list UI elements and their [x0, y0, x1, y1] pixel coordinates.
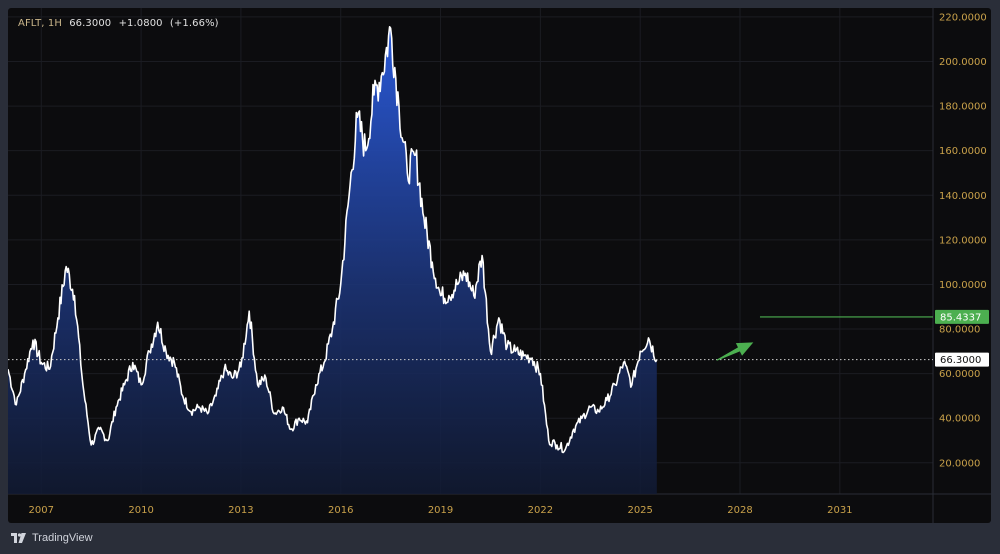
chart-frame: 66.3000 85.4337 20.0000 40.0000 60.0000 80.0… [8, 8, 991, 523]
y-tick-label: 120.0000 [939, 235, 987, 246]
brand-label: TradingView [32, 532, 93, 544]
y-tick-label: 80.0000 [939, 325, 980, 336]
price-area [8, 26, 657, 495]
price-chart[interactable]: 66.3000 85.4337 20.0000 40.0000 60.0000 80.0… [8, 8, 991, 523]
x-tick-label: 2013 [228, 505, 253, 516]
y-tick-label: 180.0000 [939, 102, 987, 113]
chart-header: AFLT, 1H 66.3000 +1.0800 (+1.66%) [18, 18, 223, 29]
y-tick-label: 140.0000 [939, 191, 987, 202]
y-tick-label: 200.0000 [939, 57, 987, 68]
y-tick-label: 220.0000 [939, 12, 987, 23]
target-badge [935, 309, 989, 324]
x-tick-label: 2007 [29, 505, 54, 516]
x-tick-label: 2019 [428, 505, 453, 516]
price-line [8, 26, 658, 454]
current-price-badge [935, 352, 989, 367]
x-tick-label: 2022 [528, 505, 553, 516]
y-tick-label: 160.0000 [939, 146, 987, 157]
y-tick-label: 100.0000 [939, 280, 987, 291]
symbol-label: AFLT, 1H [18, 18, 62, 29]
price-label: 66.3000 [69, 18, 112, 29]
current-price-label: 66.3000 [940, 355, 981, 366]
change-pct-label: (+1.66%) [169, 18, 219, 29]
tradingview-logo-icon [11, 533, 26, 543]
x-tick-label: 2028 [727, 505, 752, 516]
footer-bar: TradingView [0, 523, 1000, 554]
x-tick-label: 2031 [827, 505, 852, 516]
target-label: 85.4337 [940, 312, 981, 323]
forecast-arrow [716, 342, 754, 361]
y-tick-label: 20.0000 [939, 458, 980, 469]
tradingview-brand[interactable]: TradingView [11, 532, 93, 544]
x-tick-label: 2016 [328, 505, 353, 516]
x-tick-label: 2010 [128, 505, 153, 516]
change-label: +1.0800 [118, 18, 163, 29]
x-tick-label: 2025 [627, 505, 652, 516]
y-tick-label: 60.0000 [939, 369, 980, 380]
y-tick-label: 40.0000 [939, 414, 980, 425]
